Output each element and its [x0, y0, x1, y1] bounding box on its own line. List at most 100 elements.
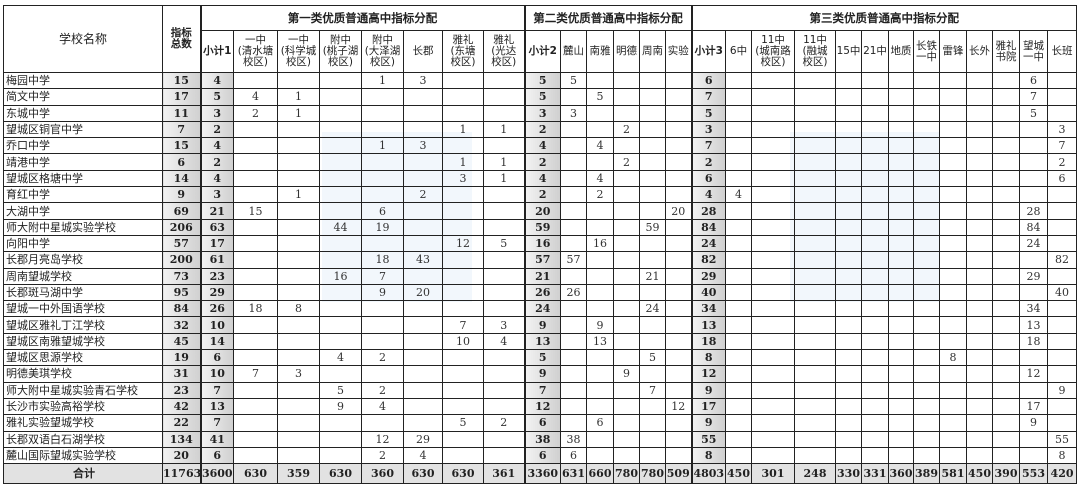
subtotal-cell: 7: [199, 381, 234, 399]
quota-cell: [913, 414, 940, 432]
subtotal-cell: 84: [690, 218, 726, 236]
table-row: 望城区南雅望城学校 45 14 10 4 13 13 18 18: [3, 332, 1078, 351]
quota-cell: 509: [665, 463, 692, 484]
total-quota-cell: 15: [162, 137, 201, 155]
quota-cell: [233, 251, 278, 269]
quota-cell: [665, 218, 692, 236]
quota-cell: [725, 104, 752, 122]
quota-cell: [888, 332, 914, 351]
quota-cell: [794, 202, 836, 220]
quota-cell: [233, 137, 278, 155]
total-quota-cell: 15: [162, 71, 201, 90]
quota-cell: [835, 186, 862, 204]
subtotal-cell: 6: [199, 446, 234, 465]
quota-cell: [613, 71, 640, 90]
subtotal-cell: 2: [199, 153, 234, 171]
table-row: 望城区格塘中学 14 4 3 1 4 4 6 6: [3, 169, 1078, 188]
quota-cell: 301: [751, 463, 795, 484]
total-quota-cell: 69: [162, 202, 201, 220]
quota-cell: [665, 234, 692, 253]
quota-cell: [613, 332, 640, 351]
quota-cell: [586, 202, 614, 220]
quota-cell: [725, 381, 752, 399]
quota-cell: [442, 88, 484, 106]
total-quota-cell: 42: [162, 397, 201, 416]
quota-cell: [794, 316, 836, 334]
quota-cell: 9: [1019, 414, 1048, 432]
quota-cell: [639, 251, 666, 269]
total-quota-cell: 134: [162, 430, 201, 448]
quota-cell: [233, 267, 278, 285]
quota-cell: 16: [586, 234, 614, 253]
quota-cell: 7: [361, 267, 404, 285]
total-quota-cell: 200: [162, 251, 201, 269]
quota-cell: [966, 446, 993, 465]
quota-cell: [913, 300, 940, 318]
quota-cell: [992, 186, 1020, 204]
quota-cell: [1019, 186, 1048, 204]
quota-cell: [835, 332, 862, 351]
quota-cell: [794, 218, 836, 236]
quota-cell: [835, 430, 862, 448]
quota-cell: [665, 104, 692, 122]
quota-cell: [1046, 300, 1078, 318]
quota-cell: [913, 430, 940, 448]
quota-cell: [794, 446, 836, 465]
quota-cell: [665, 169, 692, 188]
quota-cell: [992, 104, 1020, 122]
quota-cell: [442, 283, 484, 302]
quota-cell: 19: [361, 218, 404, 236]
subtotal-cell: 20: [523, 202, 561, 220]
column-header: 长外: [966, 30, 993, 73]
quota-cell: [861, 88, 889, 106]
quota-cell: [233, 169, 278, 188]
quota-cell: [794, 332, 836, 351]
quota-cell: 2: [361, 381, 404, 399]
quota-cell: [1046, 267, 1078, 285]
quota-cell: [966, 397, 993, 416]
quota-cell: 5: [560, 71, 587, 90]
subtotal-cell: 12: [523, 397, 561, 416]
quota-cell: 2: [1046, 153, 1078, 171]
column-header: 小计2: [523, 30, 561, 73]
quota-cell: [361, 234, 404, 253]
quota-cell: [1019, 153, 1048, 171]
quota-cell: 17: [1019, 397, 1048, 416]
quota-cell: [277, 120, 320, 139]
quota-cell: [888, 71, 914, 90]
quota-cell: 20: [665, 202, 692, 220]
quota-cell: [992, 381, 1020, 399]
quota-cell: [233, 446, 278, 465]
quota-cell: [751, 267, 795, 285]
total-quota-cell: 206: [162, 218, 201, 236]
quota-cell: [442, 397, 484, 416]
quota-cell: [913, 153, 940, 171]
subtotal-cell: 16: [523, 234, 561, 253]
quota-cell: 6: [1019, 71, 1048, 90]
quota-cell: [751, 234, 795, 253]
quota-cell: [835, 218, 862, 236]
quota-cell: [992, 446, 1020, 465]
quota-cell: [1019, 137, 1048, 155]
quota-cell: [586, 430, 614, 448]
quota-cell: [966, 300, 993, 318]
quota-cell: 553: [1019, 463, 1048, 484]
quota-cell: [913, 365, 940, 383]
quota-cell: [403, 414, 443, 432]
subtotal-cell: 29: [690, 267, 726, 285]
quota-cell: [560, 186, 587, 204]
quota-cell: [442, 137, 484, 155]
quota-cell: [835, 104, 862, 122]
quota-cell: [442, 186, 484, 204]
quota-cell: [861, 153, 889, 171]
quota-cell: [665, 120, 692, 139]
quota-cell: [913, 446, 940, 465]
quota-cell: [861, 186, 889, 204]
table-row: 雅礼实验望城学校 22 7 5 2 6 6 9 9: [3, 414, 1078, 432]
quota-cell: [966, 169, 993, 188]
quota-cell: [233, 153, 278, 171]
quota-cell: [888, 137, 914, 155]
quota-cell: [725, 349, 752, 367]
quota-cell: [725, 283, 752, 302]
quota-cell: [939, 169, 967, 188]
